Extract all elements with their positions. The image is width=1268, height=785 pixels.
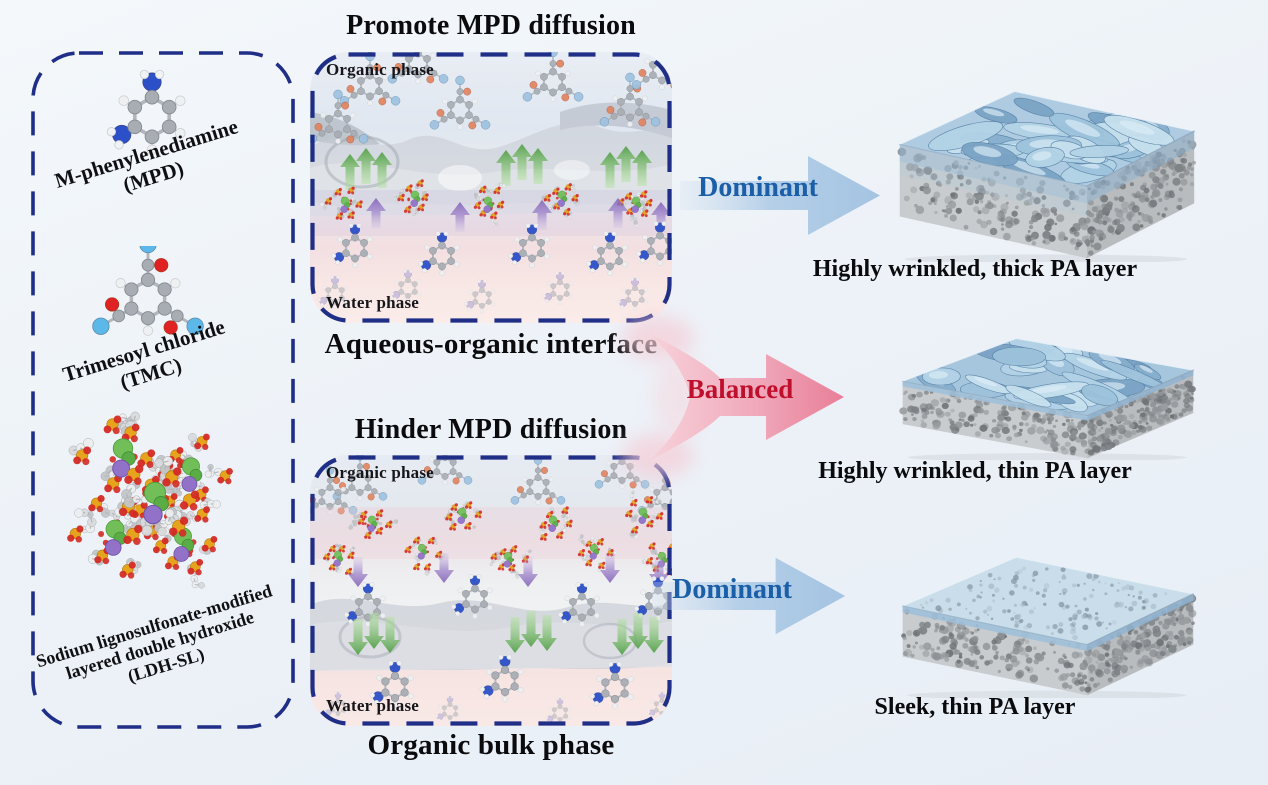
ldh-sl-cluster [152,497,221,589]
mpd-molecule [464,279,496,313]
mpd-molecule [92,66,212,168]
pa-layer-surface-texture [915,338,1167,413]
bulk-panel: Organic phase Water phase [310,455,672,726]
interface-panel: Organic phase Water phase [310,52,672,323]
mpd-molecule [586,231,628,276]
interface-panel-scene [310,52,672,323]
membrane-sleek-thin [893,548,1201,698]
pa-layer-edge [899,144,1087,204]
outcome-caption-sleek: Sleek, thin PA layer [874,694,1076,720]
pa-layer-edge [1086,131,1195,204]
balanced-arrow-shape [650,334,844,460]
dominant-arrow-bottom [652,550,850,642]
tmc-molecule [510,456,566,505]
pa-layer-edge [902,605,1088,652]
water-phase-label: Water phase [326,293,420,312]
pa-layer-edge [1087,370,1194,421]
tmc-molecule [599,72,661,127]
tmc-molecule [88,246,208,352]
outcome-caption-thick: Highly wrinkled, thick PA layer [812,256,1138,282]
mpd-molecule [545,697,572,726]
tmc-molecule [522,52,584,102]
water-phase-label: Water phase [326,696,420,715]
organic-phase-label: Organic phase [326,463,434,482]
reagent-box: M-phenylenediamine (MPD) Trimesoyl chlor… [30,50,296,730]
mpd-molecule [435,695,462,724]
panel-caption-interface: Aqueous-organic interface [324,328,658,360]
balanced-arrow-label: Balanced [686,374,794,404]
outcome-caption-thin: Highly wrinkled, thin PA layer [818,458,1132,484]
tmc-molecule [92,246,204,336]
panel-title-hinder: Hinder MPD diffusion [354,414,628,445]
organic-phase-label: Organic phase [326,60,434,79]
mpd-molecule [106,69,186,155]
dominant-arrow-top [680,148,885,243]
pa-layer-surface-texture [928,97,1175,187]
ldh-sl-cluster [58,402,248,600]
pa-layer-edge [902,381,1088,421]
bulk-panel-scene [310,455,672,726]
dominant-arrow-shape [652,557,846,635]
panel-caption-bulk: Organic bulk phase [367,729,615,761]
mpd-molecule [647,691,672,720]
membrane-wrinkled-thin [893,330,1201,460]
dominant-arrow-label: Dominant [672,574,792,605]
panel-title-promote: Promote MPD diffusion [346,10,636,41]
mpd-molecule [617,277,649,311]
pa-layer-surface-texture [919,566,1168,641]
pa-layer-edge [1087,594,1194,652]
mpd-molecule [418,231,460,276]
dominant-arrow-shape [680,156,880,235]
dominant-arrow-label: Dominant [698,172,818,203]
purple-diffusion-arrow [518,557,538,587]
ldh-sl-cluster [118,456,200,546]
tmc-molecule [429,75,491,130]
mpd-molecule [542,271,574,305]
tmc-molecule [631,52,672,90]
membrane-wrinkled-thick [890,80,1202,262]
balanced-arrow [622,316,851,478]
